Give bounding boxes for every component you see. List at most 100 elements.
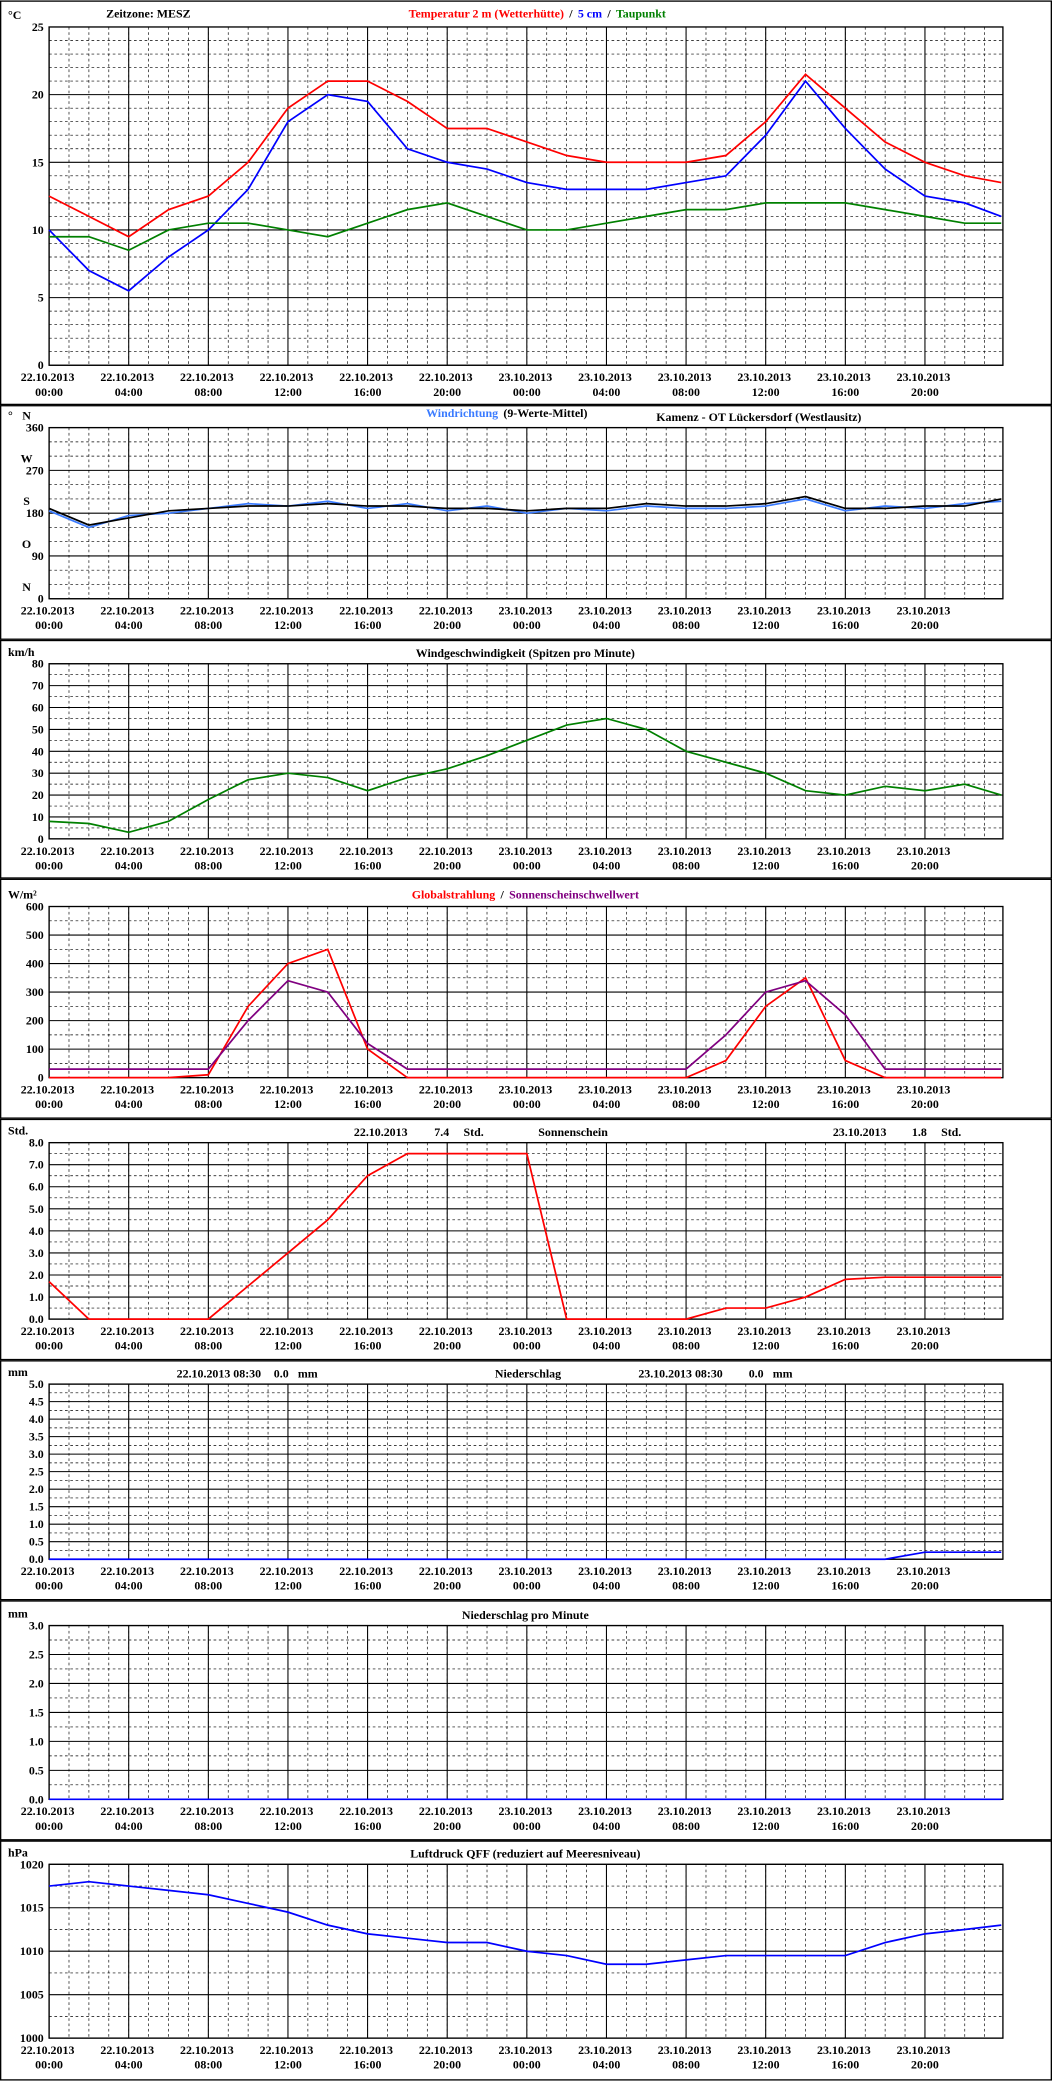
y-tick-label: 0 <box>38 592 44 606</box>
y-tick-label: 40 <box>32 744 44 758</box>
y-tick-label: 1.0 <box>29 1734 44 1748</box>
y-tick-label: 500 <box>26 928 44 942</box>
y-tick-label: 200 <box>26 1014 44 1028</box>
x-tick-label: 22.10.2013 16:00 <box>339 1564 396 1593</box>
y-tick-label: 3.0 <box>29 1447 44 1461</box>
chart-title: Niederschlag <box>495 1366 561 1380</box>
x-tick-label: 23.10.2013 08:00 <box>658 370 715 399</box>
x-tick-label: 23.10.2013 12:00 <box>737 2043 794 2072</box>
annotation: 23.10.2013 <box>833 1125 887 1139</box>
x-tick-label: 22.10.2013 20:00 <box>419 1083 476 1112</box>
annotation: mm <box>773 1366 793 1380</box>
plot-frame <box>48 426 1004 600</box>
series-line <box>49 1551 1002 1561</box>
x-tick-label: 22.10.2013 16:00 <box>339 2043 396 2072</box>
y-tick-label: 10 <box>32 810 44 824</box>
x-tick-label: 23.10.2013 04:00 <box>578 1083 635 1112</box>
legend-entry: (9-Werte-Mittel) <box>503 406 587 420</box>
x-tick-label: 23.10.2013 20:00 <box>897 844 954 873</box>
x-tick-label: 23.10.2013 00:00 <box>499 1083 556 1112</box>
x-tick-label: 23.10.2013 16:00 <box>817 2043 874 2072</box>
series-line <box>48 79 1002 292</box>
x-tick-label: 22.10.2013 00:00 <box>21 844 78 873</box>
x-tick-label: 22.10.2013 12:00 <box>260 1083 317 1112</box>
x-tick-label: 22.10.2013 16:00 <box>339 1804 396 1833</box>
x-tick-label: 23.10.2013 16:00 <box>817 1083 874 1112</box>
x-tick-label: 23.10.2013 12:00 <box>737 370 794 399</box>
x-tick-label: 22.10.2013 04:00 <box>100 844 157 873</box>
legend-entry: Temperatur 2 m (Wetterhütte) <box>409 7 564 21</box>
legend-entry: Taupunkt <box>616 7 666 21</box>
y-tick-label: 5.0 <box>29 1377 44 1391</box>
annotation: 1.8 <box>912 1125 927 1139</box>
y-tick-label: 20 <box>32 88 44 102</box>
y-tick-label: 1015 <box>20 1901 44 1915</box>
y-tick-label: 0.5 <box>29 1535 44 1549</box>
x-tick-label: 22.10.2013 12:00 <box>260 1324 317 1353</box>
x-tick-label: 23.10.2013 12:00 <box>737 1324 794 1353</box>
x-tick-label: 22.10.2013 00:00 <box>21 1324 78 1353</box>
x-tick-label: 23.10.2013 16:00 <box>817 604 874 633</box>
panel-frame <box>0 1840 1052 2081</box>
y-tick-label: 3.5 <box>29 1430 44 1444</box>
annotation: 7.4 <box>434 1125 449 1139</box>
x-tick-label: 22.10.2013 08:00 <box>180 2043 237 2072</box>
annotation: 0.0 <box>274 1366 289 1380</box>
x-tick-label: 23.10.2013 16:00 <box>817 1804 874 1833</box>
plot-frame <box>48 1141 1004 1320</box>
x-tick-label: 22.10.2013 20:00 <box>419 1324 476 1353</box>
x-tick-label: 22.10.2013 12:00 <box>260 844 317 873</box>
compass-label: N <box>22 580 31 594</box>
series-line <box>48 1880 1002 1966</box>
x-tick-label: 23.10.2013 00:00 <box>499 604 556 633</box>
x-tick-label: 22.10.2013 12:00 <box>260 1804 317 1833</box>
x-tick-label: 22.10.2013 12:00 <box>260 370 317 399</box>
x-tick-label: 22.10.2013 00:00 <box>21 1083 78 1112</box>
y-tick-label: 0 <box>38 1071 44 1085</box>
x-tick-label: 22.10.2013 04:00 <box>100 370 157 399</box>
x-tick-label: 23.10.2013 00:00 <box>499 844 556 873</box>
series-line <box>49 717 1002 834</box>
x-tick-label: 22.10.2013 00:00 <box>21 2043 78 2072</box>
y-tick-label: 1005 <box>20 1988 44 2002</box>
x-tick-label: 22.10.2013 00:00 <box>21 370 78 399</box>
x-tick-label: 23.10.2013 00:00 <box>499 1564 556 1593</box>
legend: Globalstrahlung / Sonnenscheinschwellwert <box>412 888 639 902</box>
x-tick-label: 23.10.2013 16:00 <box>817 1564 874 1593</box>
x-tick-label: 22.10.2013 20:00 <box>419 844 476 873</box>
series-line <box>49 948 1002 1079</box>
x-tick-label: 23.10.2013 12:00 <box>737 604 794 633</box>
x-tick-label: 23.10.2013 12:00 <box>737 1804 794 1833</box>
x-tick-label: 22.10.2013 12:00 <box>260 604 317 633</box>
y-tick-label: 2.0 <box>29 1482 44 1496</box>
x-tick-label: 23.10.2013 04:00 <box>578 1564 635 1593</box>
x-tick-label: 22.10.2013 00:00 <box>21 1564 78 1593</box>
y-tick-label: 0 <box>38 358 44 372</box>
annotation: mm <box>298 1366 318 1380</box>
x-tick-label: 23.10.2013 20:00 <box>897 1324 954 1353</box>
legend: Temperatur 2 m (Wetterhütte) / 5 cm / Taupun… <box>409 7 666 21</box>
y-tick-label: 70 <box>32 679 44 693</box>
x-tick-label: 23.10.2013 12:00 <box>737 844 794 873</box>
x-tick-label: 23.10.2013 12:00 <box>737 1564 794 1593</box>
x-tick-label: 23.10.2013 04:00 <box>578 2043 635 2072</box>
x-tick-label: 23.10.2013 08:00 <box>658 1324 715 1353</box>
y-tick-label: 60 <box>32 701 44 715</box>
y-tick-label: 15 <box>32 155 44 169</box>
plot-frame <box>48 1863 1004 2039</box>
x-tick-label: 22.10.2013 04:00 <box>100 604 157 633</box>
y-tick-label: 4.5 <box>29 1395 44 1409</box>
annotation: 22.10.2013 <box>354 1125 408 1139</box>
x-tick-label: 23.10.2013 08:00 <box>658 2043 715 2072</box>
unit-label: °C <box>8 8 21 22</box>
annotation: Std. <box>463 1125 483 1139</box>
x-tick-label: 23.10.2013 16:00 <box>817 370 874 399</box>
x-tick-label: 22.10.2013 16:00 <box>339 1324 396 1353</box>
y-tick-label: 5.0 <box>29 1202 44 1216</box>
x-tick-label: 22.10.2013 08:00 <box>180 1083 237 1112</box>
x-tick-label: 22.10.2013 00:00 <box>21 604 78 633</box>
x-tick-label: 23.10.2013 08:00 <box>658 1083 715 1112</box>
x-tick-label: 22.10.2013 00:00 <box>21 1804 78 1833</box>
y-tick-label: 400 <box>26 957 44 971</box>
